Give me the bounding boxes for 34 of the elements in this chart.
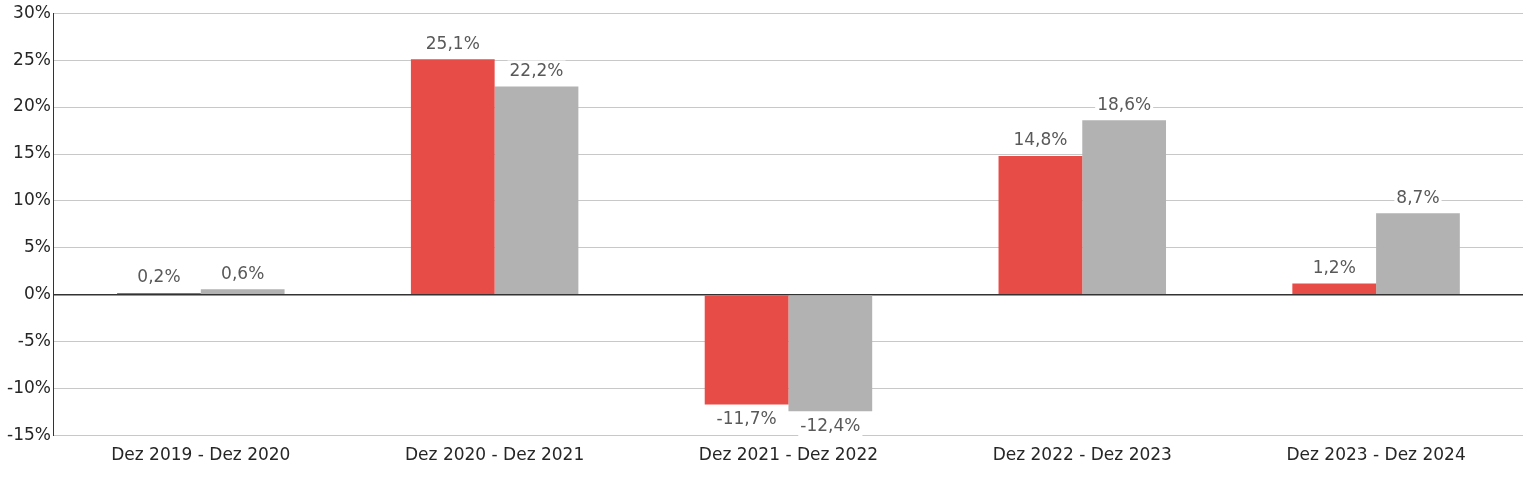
bar <box>998 155 1083 295</box>
data-label: 0,6% <box>221 262 265 283</box>
bar <box>1376 213 1460 295</box>
bar <box>788 295 873 412</box>
x-tick-label: Dez 2019 - Dez 2020 <box>111 444 291 465</box>
y-tick-label: 15% <box>13 142 51 163</box>
data-label: 18,6% <box>1097 93 1152 114</box>
x-tick-label: Dez 2023 - Dez 2024 <box>1286 444 1466 465</box>
bar <box>704 295 789 405</box>
y-tick-label: -5% <box>17 330 51 351</box>
y-tick-label: -15% <box>7 424 51 445</box>
bar <box>410 59 495 295</box>
data-label: 0,2% <box>137 266 181 287</box>
y-tick-label: -10% <box>7 377 51 398</box>
x-tick-label: Dez 2020 - Dez 2021 <box>405 444 585 465</box>
data-label: -12,4% <box>800 414 861 435</box>
data-label: 14,8% <box>1013 129 1068 150</box>
y-tick-label: 20% <box>13 95 51 116</box>
data-label: 8,7% <box>1396 186 1440 207</box>
data-label: 22,2% <box>509 59 564 80</box>
x-tick-label: Dez 2021 - Dez 2022 <box>698 444 879 465</box>
y-tick-label: 0% <box>23 283 51 304</box>
bar <box>494 86 579 295</box>
bar <box>1082 120 1167 295</box>
bar <box>1292 283 1377 295</box>
data-label: 1,2% <box>1312 256 1356 277</box>
x-tick-label: Dez 2022 - Dez 2023 <box>992 444 1172 465</box>
y-tick-label: 25% <box>13 48 51 69</box>
data-label: 25,1% <box>425 32 480 53</box>
data-label: -11,7% <box>716 408 777 429</box>
y-tick-label: 30% <box>13 1 51 22</box>
bar <box>200 289 285 295</box>
y-tick-label: 5% <box>23 236 51 257</box>
y-tick-label: 10% <box>13 189 51 210</box>
